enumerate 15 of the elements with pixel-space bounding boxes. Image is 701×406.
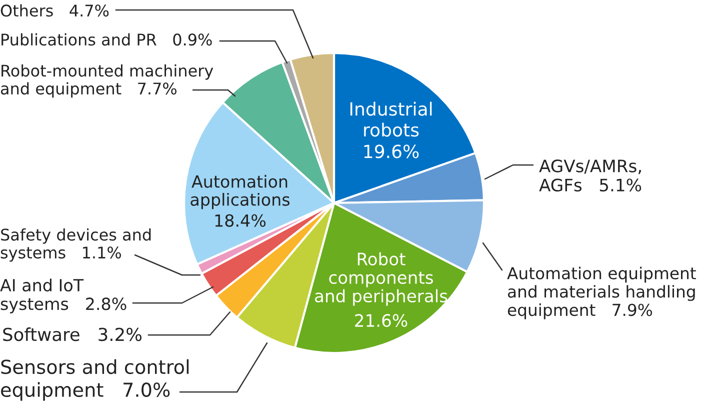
slice-label: Sensors and control equipment 7.0% — [1, 359, 189, 401]
slice-label: Robot components and peripherals — [315, 252, 448, 306]
data-label: 18.4% — [215, 214, 266, 227]
slice-label: Robot-mounted machinery and equipment 7.7% — [0, 64, 214, 98]
slice-label: Others 4.7% — [0, 4, 109, 17]
slice-label: AI and IoT systems 2.8% — [0, 278, 126, 314]
slice-label: AGVs/AMRs, AGFs 5.1% — [539, 159, 642, 192]
data-label: 19.6% — [364, 144, 419, 158]
slice-label: Publications and PR 0.9% — [2, 33, 212, 46]
slice-label: Automation equipment and materials handling equipment 7.9% — [507, 266, 696, 320]
slice-label: Safety devices and systems 1.1% — [0, 228, 151, 262]
slice-label: Industrial robots — [350, 102, 432, 137]
slice-label: Software 3.2% — [3, 327, 142, 342]
slice-label: Automation applications — [190, 174, 290, 210]
data-label: 21.6% — [355, 314, 408, 327]
